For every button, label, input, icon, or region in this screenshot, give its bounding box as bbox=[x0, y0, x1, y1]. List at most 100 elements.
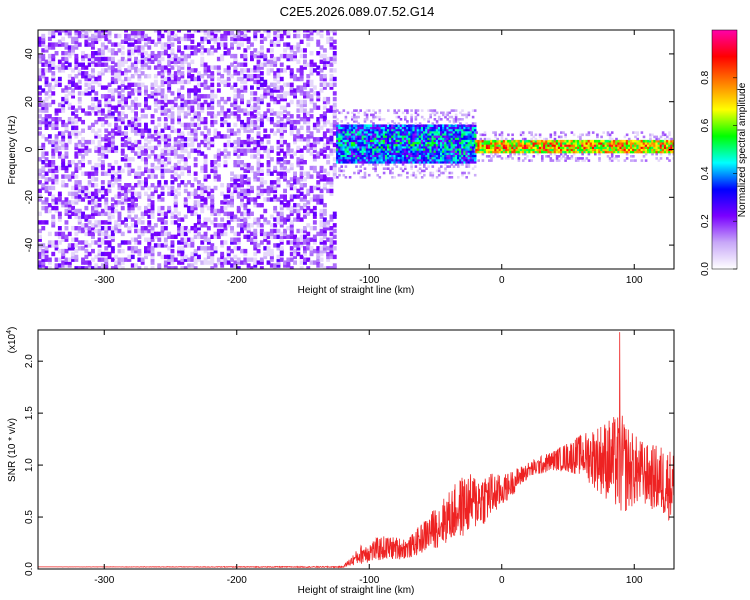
spectrogram-cell bbox=[279, 62, 284, 67]
spectrogram-cell bbox=[144, 208, 148, 214]
spectrogram-cell bbox=[416, 137, 420, 140]
spectrogram-cell bbox=[316, 139, 321, 145]
spectrogram-cell bbox=[107, 82, 112, 87]
spectrogram-cell bbox=[395, 115, 399, 119]
spectrogram-cell bbox=[372, 148, 375, 151]
spectrogram-cell bbox=[41, 36, 46, 42]
spectrogram-cell bbox=[120, 240, 125, 245]
spectrogram-cell bbox=[150, 208, 155, 214]
spectrogram-cell bbox=[100, 162, 105, 168]
spectrogram-cell bbox=[137, 39, 142, 44]
spectrogram-cell bbox=[416, 128, 420, 132]
spectrogram-cell bbox=[206, 74, 211, 79]
spectrogram-cell bbox=[355, 120, 358, 123]
spectrogram-cell bbox=[64, 203, 69, 208]
spectrogram-cell bbox=[365, 115, 369, 119]
spectrogram-cell bbox=[416, 169, 420, 173]
spectrogram-cell bbox=[427, 128, 430, 132]
spectrogram-cell bbox=[454, 130, 458, 134]
spectrogram-cell bbox=[140, 134, 145, 139]
spectrogram-cell bbox=[233, 33, 238, 39]
spectrogram-cell bbox=[243, 88, 248, 93]
spectrogram-cell bbox=[340, 111, 343, 115]
spectrogram-cell bbox=[223, 148, 228, 153]
spectrogram-cell bbox=[110, 114, 115, 119]
spectrogram-cell bbox=[77, 266, 82, 269]
spectrogram-cell bbox=[433, 145, 437, 149]
spectrogram-cell bbox=[393, 150, 396, 153]
spectrogram-cell bbox=[459, 156, 462, 160]
spectrogram-cell bbox=[74, 248, 79, 254]
spectrogram-cell bbox=[177, 91, 181, 96]
spectrogram-cell bbox=[134, 214, 138, 219]
spectrogram-cell bbox=[117, 168, 122, 173]
spectrogram-cell bbox=[437, 128, 441, 132]
spectrogram-cell bbox=[130, 237, 135, 242]
spectrogram-cell bbox=[329, 148, 334, 153]
spectrogram-cell bbox=[263, 88, 268, 93]
spectrogram-cell bbox=[391, 124, 394, 127]
spectrogram-cell bbox=[467, 165, 471, 168]
spectrogram-cell bbox=[206, 142, 211, 148]
spectrogram-cell bbox=[279, 248, 284, 254]
spectrogram-cell bbox=[243, 168, 248, 173]
spectrogram-cell bbox=[253, 122, 258, 128]
spectrogram-cell bbox=[187, 237, 191, 242]
spectrogram-cell bbox=[471, 148, 475, 151]
spectrogram-cell bbox=[492, 144, 495, 147]
spectrogram-cell bbox=[180, 231, 185, 237]
spectrogram-cell bbox=[384, 124, 388, 127]
spectrogram-cell bbox=[401, 111, 405, 115]
spectrogram-cell bbox=[378, 145, 382, 149]
spectrogram-cell bbox=[81, 33, 85, 39]
spectrogram-cell bbox=[67, 246, 72, 251]
spectrogram-cell bbox=[190, 137, 195, 142]
spectrogram-cell bbox=[336, 158, 339, 162]
spectrogram-cell bbox=[420, 109, 424, 112]
spectrogram-cell bbox=[163, 145, 168, 151]
spectrogram-cell bbox=[483, 142, 487, 145]
spectrogram-cell bbox=[124, 125, 128, 130]
spectrogram-cell bbox=[363, 120, 367, 123]
spectrogram-cell bbox=[77, 91, 82, 96]
spectrogram-cell bbox=[253, 174, 258, 179]
spectrogram-cell bbox=[319, 168, 324, 173]
spectrogram-cell bbox=[47, 117, 52, 122]
spectrogram-cell bbox=[286, 31, 291, 36]
spectrogram-cell bbox=[322, 119, 327, 125]
spectrogram-cell bbox=[97, 74, 102, 79]
spectrogram-cell bbox=[193, 211, 198, 216]
spectrogram-cell bbox=[286, 42, 291, 47]
spectrogram-cell bbox=[91, 266, 95, 269]
spectrogram-cell bbox=[259, 94, 264, 99]
spectrogram-cell bbox=[170, 31, 175, 36]
spectrogram-cell bbox=[393, 145, 396, 149]
spectrogram-cell bbox=[353, 141, 356, 145]
spectrogram-cell bbox=[41, 174, 46, 179]
spectrogram-cell bbox=[177, 105, 181, 110]
spectrogram-cell bbox=[41, 257, 46, 262]
spectrogram-cell bbox=[117, 177, 122, 182]
spectrogram-cell bbox=[134, 88, 138, 93]
spectrogram-cell bbox=[269, 62, 274, 67]
spectrogram-cell bbox=[376, 126, 379, 130]
spectrogram-cell bbox=[437, 135, 441, 138]
spectrogram-cell bbox=[177, 191, 181, 196]
spectrogram-cell bbox=[326, 145, 331, 151]
spectrogram-cell bbox=[210, 31, 215, 36]
spectrogram-cell bbox=[259, 191, 264, 196]
spectrogram-cell bbox=[38, 53, 42, 59]
spectrogram-cell bbox=[332, 39, 337, 44]
spectrogram-cell bbox=[153, 30, 158, 33]
spectrogram-cell bbox=[342, 133, 346, 136]
spectrogram-cell bbox=[137, 33, 142, 39]
spectrogram-cell bbox=[454, 148, 458, 151]
spectrogram-cell bbox=[41, 33, 46, 39]
spectrogram-cell bbox=[459, 150, 462, 153]
spectrogram-cell bbox=[269, 183, 274, 188]
spectrogram-cell bbox=[475, 150, 478, 154]
spectrogram-cell bbox=[448, 161, 452, 164]
spectrogram-cell bbox=[114, 208, 119, 214]
spectrogram-cell bbox=[71, 88, 75, 93]
spectrogram-cell bbox=[250, 42, 254, 47]
